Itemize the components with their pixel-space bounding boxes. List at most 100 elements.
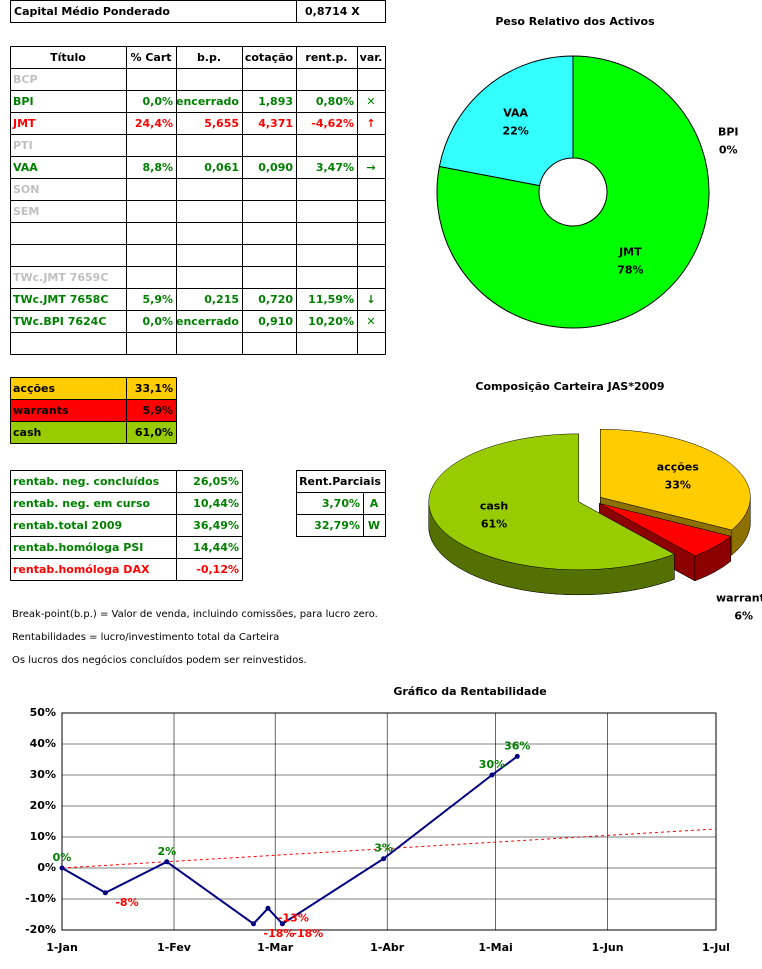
partial-value: 3,70% <box>322 497 360 510</box>
slice-value: 78% <box>617 263 643 276</box>
cell: encerrado <box>176 315 239 328</box>
x-tick-label: 1-Abr <box>370 941 405 954</box>
cell: 0,090 <box>258 161 293 174</box>
x-tick-label: 1-Mai <box>478 941 512 954</box>
y-tick-label: 50% <box>30 706 56 719</box>
returns-value: 14,44% <box>193 541 239 554</box>
allocation-label: acções <box>13 382 55 395</box>
partial-tag: A <box>370 497 379 510</box>
column-header: % Cart <box>130 51 171 64</box>
allocation-label: warrants <box>13 404 69 417</box>
plot-area <box>61 712 717 931</box>
cell: 0,0% <box>142 95 173 108</box>
cell: 0,061 <box>204 161 239 174</box>
slice-top <box>599 503 732 557</box>
point <box>381 856 387 862</box>
chart-title: Gráfico da Rentabilidade <box>393 685 546 698</box>
returns-label: rentab.total 2009 <box>13 519 122 532</box>
cell: 1,893 <box>258 95 293 108</box>
slice-value: 33% <box>665 478 691 491</box>
chart-title: Peso Relativo dos Activos <box>495 15 655 28</box>
point <box>164 859 170 865</box>
row-title: TWc.JMT 7658C <box>13 293 108 306</box>
slice-label: cash <box>480 500 508 513</box>
note: Os lucros dos negócios concluídos podem … <box>12 654 307 666</box>
cell: 5,9% <box>142 293 173 306</box>
cell: 3,47% <box>316 161 354 174</box>
donut-slice <box>436 55 710 329</box>
point <box>279 921 285 927</box>
cell: 4,371 <box>258 117 293 130</box>
slice-label: warrants <box>716 592 762 605</box>
x-tick-label: 1-Jan <box>46 941 78 954</box>
data-label: -13% <box>278 911 309 924</box>
y-tick-label: 40% <box>30 737 56 750</box>
data-label: 3% <box>374 842 393 855</box>
allocation-fill <box>10 377 177 400</box>
cell: 5,655 <box>204 117 239 130</box>
donut-slice <box>438 55 574 187</box>
column-header: var. <box>360 51 383 64</box>
point <box>489 772 495 778</box>
note: Rentabilidades = lucro/investimento tota… <box>12 632 279 643</box>
row-title: PTI <box>13 139 33 152</box>
partial-value: 32,79% <box>314 519 360 532</box>
column-header: rent.p. <box>305 51 347 64</box>
x-tick-label: 1-Fev <box>157 941 192 954</box>
x-tick-label: 1-Jun <box>592 941 624 954</box>
cell: 0,0% <box>142 315 173 328</box>
column-header: b.p. <box>197 51 221 64</box>
chart-title: Composição Carteira JAS*2009 <box>475 380 664 393</box>
point <box>59 865 65 871</box>
returns-label: rentab. neg. concluídos <box>13 475 160 488</box>
data-label: 0% <box>53 851 72 864</box>
data-label: -8% <box>115 896 138 909</box>
y-tick-label: 0% <box>37 861 56 874</box>
allocation-value: 61,0% <box>135 426 173 439</box>
cell: ↑ <box>366 117 375 130</box>
partial-tag: W <box>368 519 380 532</box>
row-title: BCP <box>13 73 38 86</box>
row-title: SEM <box>13 205 39 218</box>
partial-title: Rent.Parciais <box>299 475 381 488</box>
data-label: 2% <box>157 845 176 858</box>
trendline <box>61 828 717 869</box>
slice-label: acções <box>657 460 699 473</box>
cell: encerrado <box>176 95 239 108</box>
cell: ✕ <box>366 95 375 108</box>
point <box>265 905 271 911</box>
column-header: Título <box>50 51 86 64</box>
column-header: cotação <box>245 51 294 64</box>
cell: 10,20% <box>308 315 354 328</box>
returns-label: rentab.homóloga PSI <box>13 541 143 554</box>
data-label: -18% <box>264 927 295 940</box>
slice-label: JMT <box>618 245 642 258</box>
row-title: TWc.BPI 7624C <box>13 315 106 328</box>
y-tick-label: 30% <box>30 768 56 781</box>
allocation-fill <box>10 399 177 422</box>
row-title: VAA <box>13 161 38 174</box>
returns-label: rentab. neg. em curso <box>13 497 151 510</box>
point <box>102 890 108 896</box>
slice-top <box>600 429 751 531</box>
data-label: -18% <box>292 927 323 940</box>
cell: 24,4% <box>135 117 173 130</box>
cell: 11,59% <box>308 293 354 306</box>
x-tick-label: 1-Mar <box>257 941 294 954</box>
y-tick-label: -20% <box>25 923 56 936</box>
returns-label: rentab.homóloga DAX <box>13 563 150 576</box>
slice-value: 22% <box>502 125 528 138</box>
row-title: JMT <box>12 117 36 130</box>
allocation-value: 5,9% <box>142 404 173 417</box>
cell: ✕ <box>366 315 375 328</box>
cell: 0,215 <box>204 293 239 306</box>
slice-value: 61% <box>481 518 507 531</box>
y-tick-label: 10% <box>30 830 56 843</box>
slice-top <box>428 433 675 571</box>
data-label: 36% <box>504 739 530 752</box>
x-tick-label: 1-Jul <box>702 941 730 954</box>
cell: → <box>366 161 375 174</box>
slice-label: BPI <box>718 126 739 139</box>
